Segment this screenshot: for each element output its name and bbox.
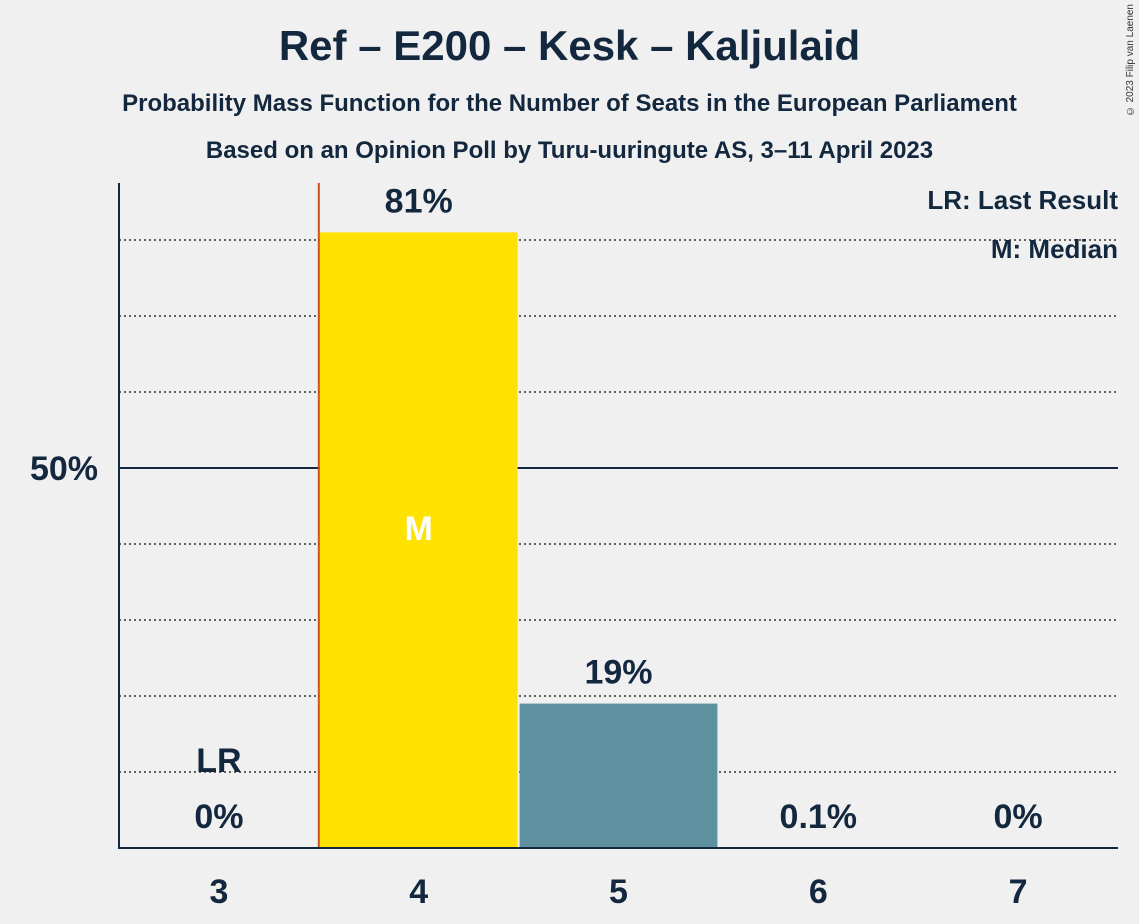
bar xyxy=(319,232,518,848)
value-label: 0% xyxy=(994,798,1043,836)
chart-subtitle: Probability Mass Function for the Number… xyxy=(122,90,1017,117)
value-label: 0.1% xyxy=(780,798,858,836)
last-result-marker: LR xyxy=(196,742,241,780)
x-tick-label: 4 xyxy=(409,873,428,911)
value-label: 19% xyxy=(584,654,652,692)
legend-last-result: LR: Last Result xyxy=(927,185,1118,215)
x-tick-label: 3 xyxy=(209,873,228,911)
x-tick-label: 6 xyxy=(809,873,828,911)
x-tick-label: 5 xyxy=(609,873,628,911)
x-tick-label: 7 xyxy=(1009,873,1028,911)
value-label: 0% xyxy=(194,798,243,836)
chart-title: Ref – E200 – Kesk – Kaljulaid xyxy=(278,22,861,69)
median-marker: M xyxy=(405,510,433,548)
value-label: 81% xyxy=(385,182,453,220)
bar xyxy=(519,703,718,848)
chart-subtitle-source: Based on an Opinion Poll by Turu-uuringu… xyxy=(205,137,934,164)
y-tick-label: 50% xyxy=(30,450,98,488)
legend-median: M: Median xyxy=(991,234,1118,264)
